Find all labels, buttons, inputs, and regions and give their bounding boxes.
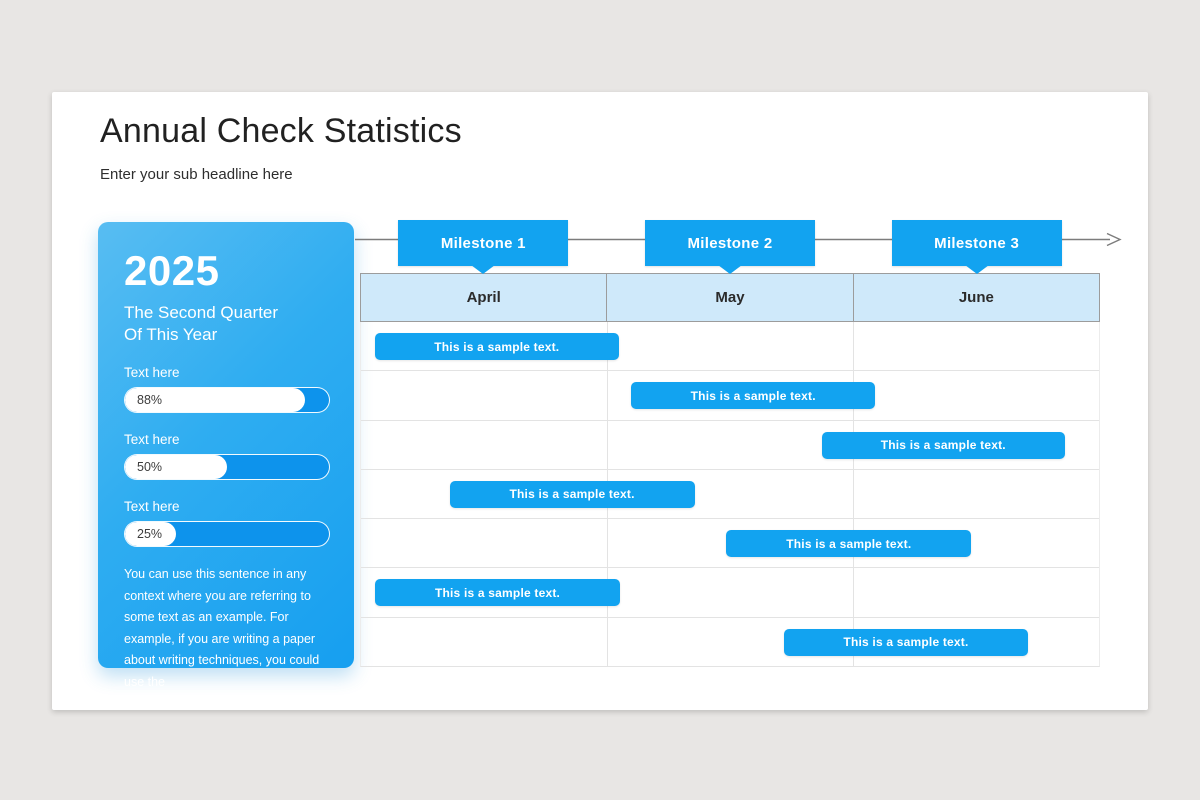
milestone-pointer-icon [718,265,742,274]
milestone-box: Milestone 3 [891,220,1062,266]
gantt-bar: This is a sample text. [375,333,619,360]
metric-label: Text here [124,499,180,514]
progress-fill: 50% [125,455,227,479]
metrics-list: Text here 88% Text here 50% Text here 25% [124,365,330,547]
year-heading: 2025 [124,247,220,294]
column-gridline [853,322,854,666]
gantt-bar: This is a sample text. [375,579,621,607]
gantt-bar: This is a sample text. [783,628,1029,656]
panel-subtitle-line1: The Second Quarter [124,303,279,322]
milestone-row: Milestone 1 Milestone 2 Milestone 3 [360,220,1100,275]
month-header-cell: April [466,289,501,306]
metric-label: Text here [124,365,180,380]
gantt-body: This is a sample text. This is a sample t… [360,322,1100,667]
progress-value: 88% [137,393,163,407]
gantt-row: This is a sample text. [361,470,1099,520]
gantt-bar: This is a sample text. [726,530,972,558]
progress-fill: 25% [125,522,176,546]
month-header-row: April May June [360,273,1100,322]
metric-group: Text here 50% [124,432,330,480]
page-title: Annual Check Statistics [100,112,462,150]
gantt-row: This is a sample text. [361,519,1099,569]
gantt-bar: This is a sample text. [821,431,1066,459]
month-header-cell: June [852,274,1099,321]
milestone-box: Milestone 1 [398,220,569,266]
milestone-box: Milestone 2 [645,220,815,266]
milestone-column: Milestone 1 [360,220,607,275]
progress-track: 25% [124,521,330,547]
gantt-row: This is a sample text. [361,618,1099,666]
month-header-cell: May [606,274,852,321]
progress-fill: 88% [125,388,305,412]
metric-group: Text here 25% [124,499,330,547]
panel-description: You can use this sentence in any context… [124,567,320,689]
gantt-row: This is a sample text. [361,322,1099,372]
panel-subtitle: The Second Quarter Of This Year [124,302,330,346]
progress-track: 50% [124,454,330,480]
progress-value: 25% [137,527,163,541]
slide-canvas: Annual Check Statistics Enter your sub h… [52,92,1148,710]
milestone-column: Milestone 3 [853,220,1100,275]
summary-panel: 2025 The Second Quarter Of This Year Tex… [98,222,354,689]
progress-track: 88% [124,387,330,413]
milestone-column: Milestone 2 [607,220,854,275]
gantt-bar: This is a sample text. [449,480,695,508]
page-subtitle: Enter your sub headline here [100,166,293,183]
gantt-table: April May June This is a sample text. This … [360,273,1100,667]
progress-value: 50% [137,460,163,474]
gantt-row: This is a sample text. [361,568,1099,618]
gantt-row: This is a sample text. [361,421,1099,470]
milestone-pointer-icon [964,265,989,274]
arrowhead-icon [1106,232,1122,247]
metric-group: Text here 88% [124,365,330,413]
milestone-pointer-icon [471,265,496,274]
gantt-bar: This is a sample text. [631,382,876,410]
panel-subtitle-line2: Of This Year [124,325,218,344]
metric-label: Text here [124,432,180,447]
gantt-row: This is a sample text. [361,371,1099,421]
